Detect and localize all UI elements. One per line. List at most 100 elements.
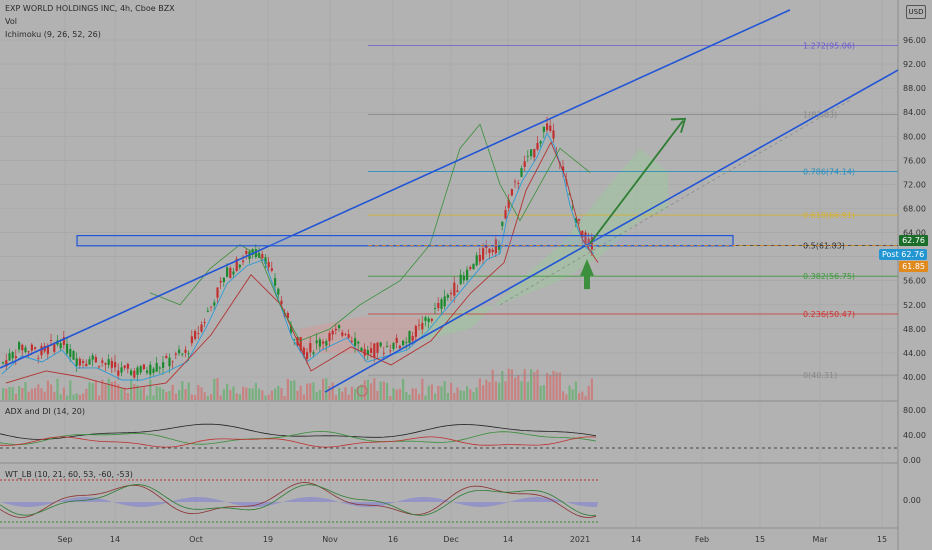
volume-bar (290, 380, 293, 400)
candle-body (197, 333, 200, 334)
wt-tick-label: 0.00 (903, 496, 921, 505)
volume-bar (581, 391, 584, 400)
time-tick-label: Mar (812, 535, 828, 544)
candle-body (171, 361, 174, 363)
price-tick-label: 80.00 (903, 132, 926, 141)
candle-body (530, 149, 533, 157)
candle-body (370, 348, 373, 353)
volume-bar (501, 371, 504, 400)
ichimoku-cloud-bear (300, 316, 420, 353)
fib-level-label: 1.272(95.06) (803, 42, 855, 51)
currency-badge[interactable]: USD (906, 5, 926, 19)
volume-bar (101, 379, 104, 400)
time-tick-label: 14 (503, 535, 513, 544)
candle-body (104, 363, 107, 365)
volume-bar (152, 395, 155, 400)
volume-bar (347, 394, 350, 400)
candle-body (184, 349, 187, 353)
candle-body (37, 358, 40, 359)
volume-bar (213, 378, 216, 400)
volume-bar (504, 381, 507, 400)
candle-body (146, 370, 149, 373)
candle-body (430, 318, 433, 321)
candle-body (325, 341, 328, 346)
ichimoku-legend[interactable]: Ichimoku (9, 26, 52, 26) (5, 30, 101, 39)
volume-bar (280, 387, 283, 400)
candle-body (219, 281, 222, 283)
volume-bar (242, 386, 245, 400)
volume-bar (421, 378, 424, 400)
volume-bar (296, 390, 299, 400)
candle-body (107, 359, 110, 366)
adx-legend[interactable]: ADX and DI (14, 20) (5, 405, 85, 418)
volume-bar (88, 382, 91, 400)
volume-bar (437, 385, 440, 400)
volume-bar (562, 391, 565, 400)
candle-body (482, 248, 485, 260)
volume-bar (37, 384, 40, 400)
volume-bar (462, 390, 465, 400)
time-tick-label: 14 (631, 535, 641, 544)
volume-bar (107, 378, 110, 400)
candle-body (347, 334, 350, 338)
candle-body (398, 345, 401, 349)
candle-body (30, 344, 33, 351)
candle-body (245, 250, 248, 255)
volume-bar (203, 392, 206, 400)
candle-body (443, 296, 446, 307)
volume-bar (456, 387, 459, 400)
volume-bar (245, 387, 248, 400)
volume-bar (574, 381, 577, 400)
price-tick-label: 64.00 (903, 229, 926, 238)
price-tick-label: 44.00 (903, 349, 926, 358)
fib-level-label: 0(40.31) (803, 371, 837, 380)
candle-body (293, 339, 296, 341)
candle-body (456, 290, 459, 293)
candle-body (155, 362, 158, 372)
candle-body (238, 264, 241, 268)
wt-legend[interactable]: WT_LB (10, 21, 60, 53, -60, -53) (5, 468, 133, 481)
candle-body (437, 303, 440, 309)
candle-body (533, 148, 536, 158)
candle-body (142, 364, 145, 370)
volume-bar (184, 389, 187, 400)
candle-body (162, 362, 165, 368)
volume-bar (469, 389, 472, 400)
candle-body (40, 346, 43, 356)
volume-bar (408, 394, 411, 400)
time-tick-label: 16 (388, 535, 398, 544)
volume-bar (520, 381, 523, 400)
candle-body (174, 353, 177, 355)
candle-body (491, 249, 494, 252)
candle-body (520, 168, 523, 177)
volume-bar (514, 377, 517, 400)
volume-bar (53, 392, 56, 400)
volume-bar (459, 390, 462, 400)
volume-bar (59, 394, 62, 400)
symbol-title[interactable]: EXP WORLD HOLDINGS INC, 4h, Cboe BZX (5, 4, 175, 13)
candle-body (85, 363, 88, 367)
volume-bar (162, 389, 165, 400)
candle-body (485, 244, 488, 248)
volume-bar (98, 395, 101, 400)
price-tick-label: 72.00 (903, 180, 926, 189)
volume-bar (565, 394, 568, 400)
candle-body (395, 337, 398, 343)
candle-body (286, 312, 289, 319)
candle-body (229, 267, 232, 278)
price-tick-label: 76.00 (903, 156, 926, 165)
candle-body (510, 189, 513, 196)
volume-bar (2, 388, 5, 400)
volume-bar (210, 394, 213, 400)
candle-body (386, 346, 389, 348)
time-tick-label: Sep (57, 535, 72, 544)
volume-legend[interactable]: Vol (5, 17, 17, 26)
candle-body (168, 357, 171, 367)
price-tick-label: 52.00 (903, 301, 926, 310)
low-price-tag: 61.85 (899, 261, 928, 272)
candle-body (306, 352, 309, 359)
candle-body (366, 350, 369, 355)
candle-body (587, 238, 590, 245)
